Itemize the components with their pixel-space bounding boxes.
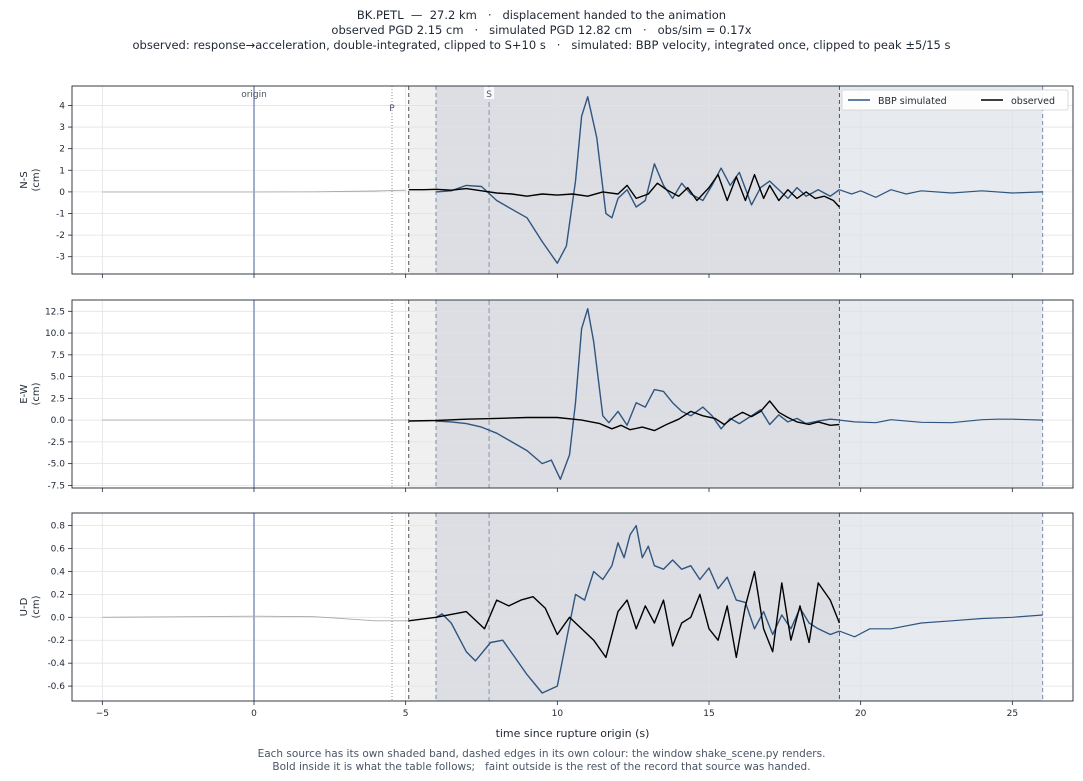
footer-line-2: Bold inside it is what the table follows… <box>272 761 811 773</box>
p-label: P <box>389 104 395 114</box>
panel-3: -0.6 -0.4 -0.2 0.0 0.2 0.4 0.6 0.8 −5 0 5 10 15 20 25 U… <box>19 512 1074 719</box>
x-axis-label: time since rupture origin (s) <box>496 727 650 740</box>
y-tick-label: -1 <box>56 209 65 219</box>
y-axis-label: N-S <box>19 171 30 188</box>
panel-2: -7.5 -5.0 -2.5 0.0 2.5 5.0 7.5 10.0 12.5 E-W (cm) <box>19 299 1074 492</box>
y-tick-label: 5.0 <box>51 373 66 383</box>
window-overlap-band <box>436 86 840 274</box>
title-line-3: observed: response→acceleration, double-… <box>132 38 951 52</box>
simulated-tail-trace <box>839 614 1043 638</box>
y-tick-label: 2.5 <box>51 394 65 404</box>
x-tick-label: 5 <box>403 709 409 719</box>
y-tick-label: 0.6 <box>51 545 66 555</box>
x-tick-label: −5 <box>96 709 109 719</box>
y-axis-label: (cm) <box>31 382 42 405</box>
footer-line-1: Each source has its own shaded band, das… <box>257 748 826 760</box>
axes-frame <box>71 85 1074 275</box>
window-overlap-band <box>436 513 840 701</box>
axes-frame <box>71 512 1074 702</box>
y-tick-label: 0.4 <box>51 567 66 577</box>
observed-trace <box>408 400 840 432</box>
y-tick-label: -7.5 <box>47 481 65 491</box>
y-tick-label: -5.0 <box>47 460 65 470</box>
y-tick-label: 10.0 <box>45 329 65 339</box>
observed-trace <box>408 570 841 659</box>
y-tick-label: -0.2 <box>47 636 65 646</box>
observed-trace <box>408 173 840 208</box>
y-tick-label: -2 <box>56 231 65 241</box>
y-tick-label: -0.4 <box>47 659 65 669</box>
y-tick-label: 0.8 <box>51 522 66 532</box>
s-label-box <box>484 87 495 99</box>
y-axis-label: (cm) <box>31 595 42 618</box>
y-tick-label: -3 <box>56 253 65 263</box>
simulated-trace <box>435 308 840 480</box>
y-axis-label: E-W <box>19 384 30 404</box>
legend-observed-label: observed <box>1011 96 1055 107</box>
simulated-tail-trace <box>839 418 1043 424</box>
title-line-1: BK.PETL — 27.2 km · displacement handed … <box>356 8 727 22</box>
legend-box <box>841 89 1069 111</box>
y-tick-label: 3 <box>59 123 65 133</box>
simulated-trace <box>435 96 840 264</box>
y-tick-label: 0.0 <box>51 416 66 426</box>
y-tick-label: 1 <box>59 166 65 176</box>
y-tick-label: 2 <box>59 145 65 155</box>
y-axis-label: U-D <box>19 597 30 616</box>
window-overlap-band <box>436 300 840 488</box>
legend-simulated-label: BBP simulated <box>878 96 947 107</box>
y-tick-label: 4 <box>59 101 65 111</box>
simulated-trace <box>435 524 840 694</box>
x-tick-label: 20 <box>855 709 867 719</box>
x-tick-label: 0 <box>251 709 257 719</box>
y-tick-label: -2.5 <box>47 438 65 448</box>
simulated-tail-trace <box>839 189 1043 198</box>
y-tick-label: 0 <box>59 188 65 198</box>
axes-frame <box>71 299 1074 489</box>
faint-pre-window-trace <box>102 615 409 622</box>
y-tick-label: 0.0 <box>51 613 66 623</box>
figure-footer: Each source has its own shaded band, das… <box>0 748 1083 774</box>
y-tick-label: -0.6 <box>47 682 65 692</box>
x-tick-label: 10 <box>552 709 564 719</box>
figure-title: BK.PETL — 27.2 km · displacement handed … <box>0 8 1083 53</box>
title-line-2: observed PGD 2.15 cm · simulated PGD 12.… <box>331 23 752 37</box>
faint-pre-window-trace <box>102 189 406 193</box>
x-tick-label: 15 <box>703 709 714 719</box>
y-tick-label: 12.5 <box>45 307 65 317</box>
origin-label: origin <box>241 90 267 100</box>
y-tick-label: 0.2 <box>51 590 65 600</box>
x-tick-label: 25 <box>1007 709 1018 719</box>
s-label: S <box>486 90 492 100</box>
y-axis-label: (cm) <box>31 168 42 191</box>
legend: BBP simulated observed <box>841 89 1069 111</box>
y-tick-label: 7.5 <box>51 351 65 361</box>
panel-1: -3 -2 -1 0 1 2 3 4 N-S (cm) origin P S BBP simulated o… <box>19 85 1074 278</box>
